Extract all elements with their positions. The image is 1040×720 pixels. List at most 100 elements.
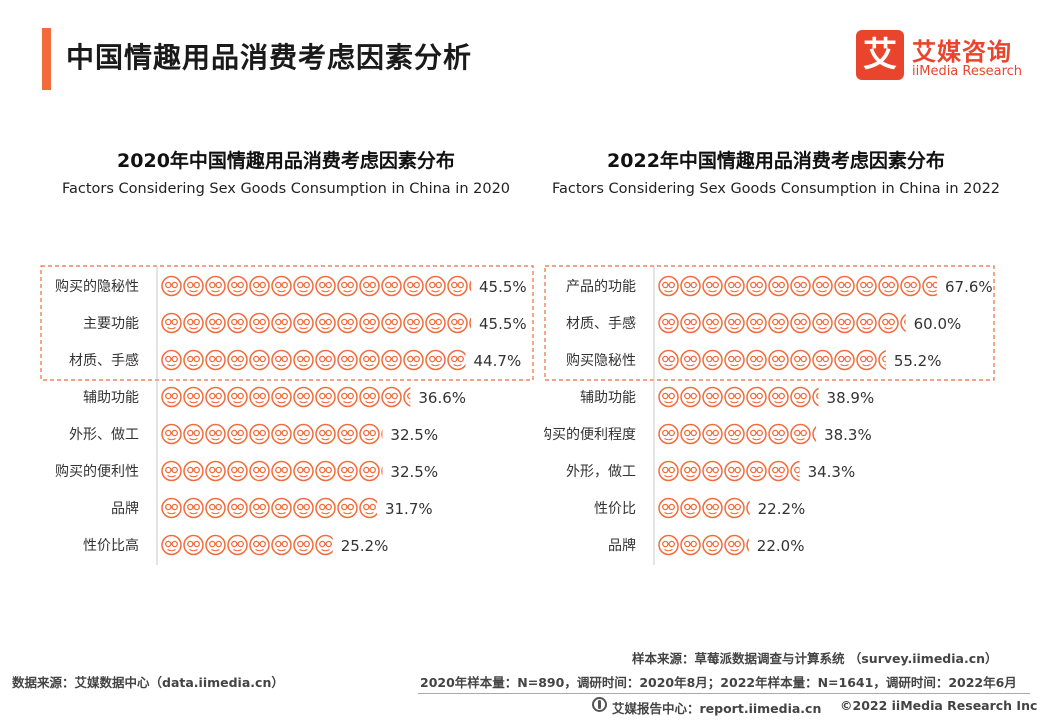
- highlight-box-2020: [40, 265, 534, 381]
- logo-mark: 艾: [856, 30, 904, 80]
- face-icon: [746, 275, 767, 297]
- footer-report-center: 艾媒报告中心：report.iimedia.cn: [612, 701, 822, 716]
- face-icon: [293, 460, 314, 482]
- report-center-icon: [592, 697, 607, 712]
- bar-2020-3: [161, 349, 466, 371]
- category-label: 外形，做工: [566, 464, 636, 480]
- right-chart-title: 2022年中国情趣用品消费考虑因素分布: [607, 150, 945, 172]
- face-icon: [183, 460, 204, 482]
- category-label: 购买的便利程度: [544, 427, 636, 443]
- value-label: 45.5%: [479, 278, 527, 296]
- face-icon: [227, 423, 248, 445]
- face-icon: [812, 387, 819, 407]
- face-icon: [702, 349, 723, 371]
- face-icon: [205, 460, 226, 482]
- page-title: 中国情趣用品消费考虑因素分析: [66, 41, 473, 74]
- value-label: 32.5%: [390, 463, 438, 481]
- face-icon: [469, 317, 471, 329]
- face-icon: [746, 423, 767, 445]
- face-icon: [878, 350, 886, 370]
- face-icon: [359, 497, 377, 519]
- face-icon: [249, 275, 270, 297]
- face-icon: [337, 497, 358, 519]
- footer-sample-info: 2020年样本量：N=890，调研时间：2020年8月；2022年样本量：N=1…: [420, 675, 1017, 690]
- footer-sample-source: 样本来源：草莓派数据调查与计算系统 （survey.iimedia.cn）: [632, 651, 998, 666]
- face-icon: [702, 386, 723, 408]
- face-icon: [227, 460, 248, 482]
- face-icon: [878, 312, 899, 334]
- category-label: 辅助功能: [83, 390, 139, 406]
- face-icon: [922, 275, 937, 297]
- face-icon: [768, 349, 789, 371]
- face-icon: [658, 460, 679, 482]
- face-icon: [680, 534, 701, 556]
- face-icon: [205, 423, 226, 445]
- face-icon: [856, 349, 877, 371]
- face-icon: [183, 497, 204, 519]
- value-label: 31.7%: [385, 500, 433, 518]
- face-icon: [381, 429, 383, 439]
- face-icon: [183, 386, 204, 408]
- bar-2022-6: [658, 460, 800, 482]
- chart-2022: 产品的功能 67.6% 材质、手感 60.0% 购买隐秘性 55.2% 辅助功能 38.9% 购…: [544, 265, 995, 565]
- face-icon: [381, 312, 402, 334]
- face-icon: [315, 312, 336, 334]
- face-icon: [680, 386, 701, 408]
- face-icon: [315, 534, 333, 556]
- face-icon: [315, 460, 336, 482]
- face-icon: [161, 460, 182, 482]
- face-icon: [249, 497, 270, 519]
- face-icon: [381, 386, 402, 408]
- face-icon: [680, 497, 701, 519]
- face-icon: [271, 312, 292, 334]
- face-icon: [447, 349, 466, 371]
- face-icon: [205, 534, 226, 556]
- bar-2020-4: [161, 386, 411, 408]
- bar-2022-1: [658, 275, 937, 297]
- face-icon: [227, 497, 248, 519]
- face-icon: [381, 275, 402, 297]
- face-icon: [227, 312, 248, 334]
- face-icon: [293, 312, 314, 334]
- face-icon: [359, 386, 380, 408]
- bar-2022-7: [658, 497, 750, 519]
- value-label: 22.0%: [757, 537, 805, 555]
- bar-2022-5: [658, 423, 817, 445]
- face-icon: [658, 386, 679, 408]
- chart-2020: 购买的隐秘性 45.5% 主要功能 45.5% 材质、手感 44.7% 辅助功能 36.6% 外…: [40, 265, 534, 565]
- value-label: 60.0%: [914, 315, 962, 333]
- face-icon: [161, 497, 182, 519]
- face-icon: [680, 460, 701, 482]
- face-icon: [469, 280, 471, 292]
- face-icon: [425, 312, 446, 334]
- face-icon: [249, 349, 270, 371]
- logo-text-cn: 艾媒咨询: [912, 38, 1012, 66]
- iimedia-logo: 艾 艾媒咨询 iiMedia Research: [856, 30, 1026, 84]
- face-icon: [271, 349, 292, 371]
- face-icon: [812, 312, 833, 334]
- footer-copyright: ©2022 iiMedia Research Inc: [840, 698, 1038, 713]
- face-icon: [271, 386, 292, 408]
- face-icon: [680, 275, 701, 297]
- category-label: 辅助功能: [580, 390, 636, 406]
- value-label: 32.5%: [390, 426, 438, 444]
- face-icon: [183, 534, 204, 556]
- face-icon: [161, 312, 182, 334]
- category-label: 外形、做工: [69, 427, 139, 443]
- highlight-box-2022: [544, 265, 995, 381]
- face-icon: [724, 386, 745, 408]
- value-label: 36.6%: [418, 389, 466, 407]
- face-icon: [658, 349, 679, 371]
- face-icon: [205, 349, 226, 371]
- category-label: 材质、手感: [69, 352, 139, 369]
- face-icon: [702, 423, 723, 445]
- face-icon: [315, 349, 336, 371]
- bar-2022-8: [658, 534, 749, 556]
- face-icon: [724, 423, 745, 445]
- face-icon: [790, 275, 811, 297]
- face-icon: [856, 275, 877, 297]
- logo-text-en: iiMedia Research: [912, 64, 1023, 79]
- face-icon: [337, 349, 358, 371]
- face-icon: [834, 349, 855, 371]
- face-icon: [724, 460, 745, 482]
